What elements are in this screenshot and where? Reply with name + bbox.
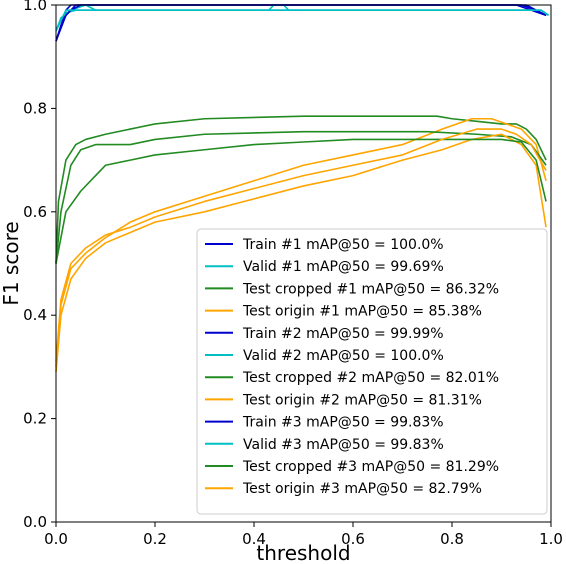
legend-label: Valid #2 mAP@50 = 100.0% <box>243 348 444 364</box>
y-tick-label: 0.8 <box>23 99 47 117</box>
series-line-3 <box>55 115 547 264</box>
series-line-8 <box>55 133 547 373</box>
y-axis-label: F1 score <box>0 221 23 305</box>
legend-label: Train #1 mAP@50 = 100.0% <box>242 237 444 253</box>
plot-frame <box>55 4 552 523</box>
series-line-10 <box>55 9 549 32</box>
legend-label: Test origin #3 mAP@50 = 82.79% <box>242 481 482 497</box>
x-tick-label: 0.6 <box>341 530 365 548</box>
y-tick-label: 0.6 <box>23 203 47 221</box>
x-tick-label: 0.0 <box>44 530 68 548</box>
legend-label: Test origin #1 mAP@50 = 85.38% <box>242 304 482 320</box>
series-line-2 <box>55 4 547 32</box>
x-tick-label: 0.4 <box>242 530 266 548</box>
y-tick-label: 0.2 <box>23 410 47 428</box>
series-line-4 <box>55 117 547 367</box>
legend-label: Test cropped #3 mAP@50 = 81.29% <box>242 459 499 475</box>
legend-label: Valid #1 mAP@50 = 99.69% <box>243 259 444 275</box>
x-tick-label: 0.2 <box>143 530 167 548</box>
series-line-11 <box>55 138 547 264</box>
legend-label: Valid #3 mAP@50 = 99.83% <box>243 437 444 453</box>
ticks-layer: 0.0 0.2 0.4 0.6 0.8 1.0 0.0 0.2 0.4 0.6 0.8 1.0 <box>23 0 563 548</box>
y-tick-label: 0.0 <box>23 513 47 531</box>
series-line-12 <box>55 128 547 362</box>
legend-label: Train #3 mAP@50 = 99.83% <box>242 415 444 431</box>
x-tick-label: 0.8 <box>440 530 464 548</box>
legend-label: Test cropped #2 mAP@50 = 82.01% <box>242 370 499 386</box>
legend: Train #1 mAP@50 = 100.0% Valid #1 mAP@50 … <box>196 228 548 515</box>
legend-label: Train #2 mAP@50 = 99.99% <box>242 326 444 342</box>
legend-label: Test origin #2 mAP@50 = 81.31% <box>242 392 482 408</box>
x-axis-label: threshold <box>256 541 350 564</box>
x-tick-label: 1.0 <box>539 530 563 548</box>
y-tick-label: 1.0 <box>23 0 47 14</box>
y-tick-label: 0.4 <box>23 306 47 324</box>
legend-label: Test cropped #1 mAP@50 = 86.32% <box>242 281 499 297</box>
legend-box <box>196 228 548 515</box>
series-line-6 <box>55 4 549 32</box>
